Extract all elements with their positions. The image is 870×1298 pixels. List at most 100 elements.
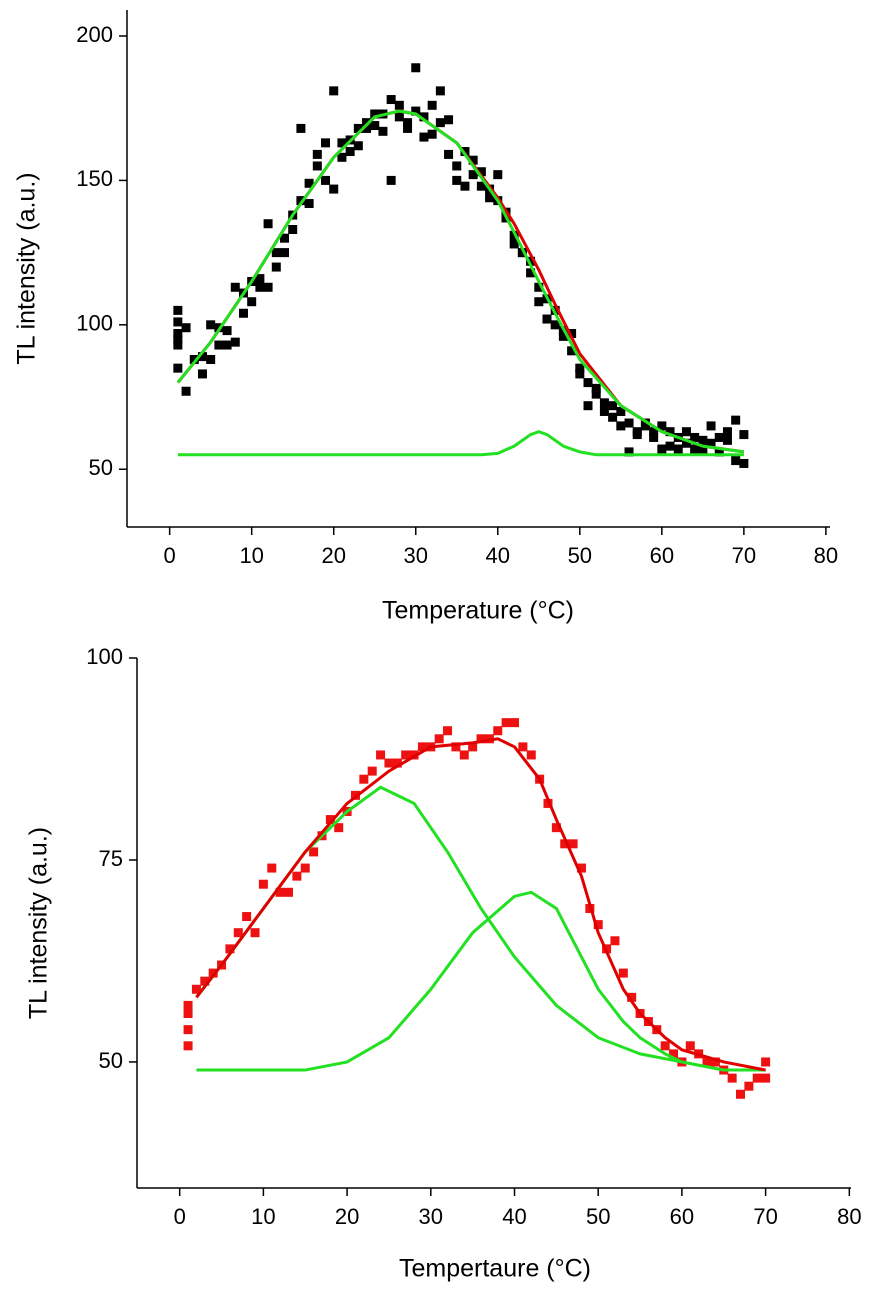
data-point (443, 726, 453, 736)
data-point (468, 742, 478, 752)
data-point (427, 129, 437, 139)
data-point (367, 766, 377, 776)
data-point (370, 109, 380, 119)
data-point (575, 363, 585, 373)
data-point (702, 1057, 712, 1067)
data-point (476, 734, 486, 744)
data-point (238, 308, 248, 318)
x-tick-label: 10 (251, 1204, 275, 1229)
y-tick-label: 100 (76, 311, 113, 336)
data-point (206, 320, 216, 330)
data-point (468, 155, 478, 165)
x-tick-label: 80 (837, 1204, 861, 1229)
data-point (173, 317, 183, 327)
data-point (394, 112, 404, 122)
data-point (727, 1073, 737, 1083)
data-point (632, 430, 642, 440)
data-point (567, 328, 577, 338)
fit-line (195, 785, 766, 1072)
data-point (608, 412, 618, 422)
data-point (411, 106, 421, 116)
x-tick-label: 40 (486, 543, 510, 568)
data-point (411, 63, 421, 73)
x-tick-label: 20 (335, 1204, 359, 1229)
data-point (337, 138, 347, 148)
data-point (722, 427, 732, 437)
data-point (275, 887, 285, 897)
data-point (542, 314, 552, 324)
data-point (731, 415, 741, 425)
data-point (518, 742, 528, 752)
data-point (435, 118, 445, 128)
data-point (181, 323, 191, 333)
data-point (698, 435, 708, 445)
data-point (288, 225, 298, 235)
data-point (359, 774, 369, 784)
fit-line (195, 737, 766, 1072)
data-point (618, 968, 628, 978)
data-point (296, 196, 306, 206)
data-point (660, 1041, 670, 1051)
data-point (183, 1025, 193, 1035)
y-tick-label: 150 (76, 166, 113, 191)
data-point (255, 274, 265, 284)
data-point (173, 340, 183, 350)
data-point (624, 447, 634, 457)
data-point (384, 758, 394, 768)
data-point (698, 444, 708, 454)
data-point (362, 118, 372, 128)
data-point (444, 115, 454, 125)
fit-line (177, 430, 744, 457)
data-point (173, 334, 183, 344)
data-point (271, 262, 281, 272)
data-point (321, 175, 331, 185)
data-point (419, 112, 429, 122)
data-point (233, 928, 243, 938)
data-point (258, 879, 268, 889)
data-point (468, 170, 478, 180)
data-point (608, 401, 618, 411)
data-point (591, 389, 601, 399)
data-point (435, 86, 445, 96)
x-axis-title: Tempertaure (°C) (399, 1255, 591, 1283)
data-point (665, 441, 675, 451)
data-point (591, 383, 601, 393)
data-point (329, 86, 339, 96)
data-point (242, 912, 252, 922)
data-point (739, 430, 749, 440)
data-point (197, 369, 207, 379)
data-point (200, 976, 210, 986)
data-point (263, 219, 273, 229)
x-tick-label: 0 (174, 1204, 186, 1229)
data-point (284, 887, 294, 897)
data-point (378, 126, 388, 136)
data-point (560, 839, 570, 849)
data-point (599, 406, 609, 416)
data-point (451, 742, 461, 752)
data-point (309, 847, 319, 857)
data-point (739, 458, 749, 468)
data-point (583, 401, 593, 411)
y-axis-title: TL intensity (a.u.) (13, 172, 41, 364)
data-point (183, 1008, 193, 1018)
x-tick-label: 30 (419, 1204, 443, 1229)
data-point (649, 432, 659, 442)
data-point (304, 178, 314, 188)
data-point (706, 438, 716, 448)
data-point (576, 863, 586, 873)
data-point (271, 248, 281, 258)
x-axis-title: Temperature (°C) (382, 597, 574, 625)
data-point (593, 920, 603, 930)
data-point (510, 718, 520, 728)
data-point (624, 418, 634, 428)
data-point (403, 123, 413, 133)
data-point (263, 282, 273, 292)
data-point (551, 823, 561, 833)
data-point (493, 170, 503, 180)
data-point (189, 354, 199, 364)
data-point (334, 823, 344, 833)
data-point (583, 378, 593, 388)
data-point (325, 815, 335, 825)
data-point (247, 297, 257, 307)
data-point (173, 363, 183, 373)
